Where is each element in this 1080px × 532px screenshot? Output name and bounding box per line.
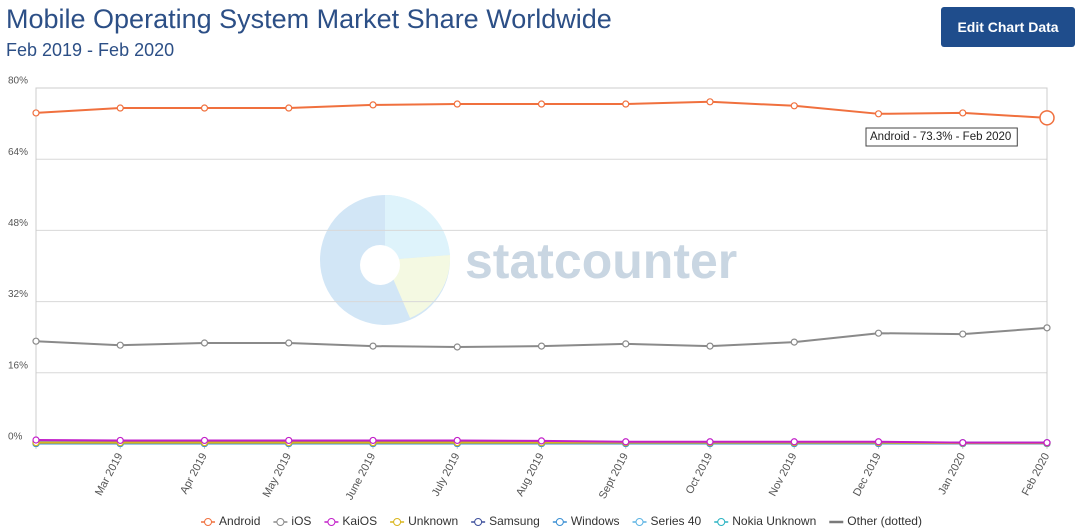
y-tick-label: 32% bbox=[8, 289, 28, 300]
data-point bbox=[790, 102, 798, 110]
watermark: statcounter bbox=[465, 233, 737, 289]
data-point bbox=[285, 436, 293, 445]
legend-label: Other (dotted) bbox=[847, 514, 922, 528]
legend-label: KaiOS bbox=[342, 514, 377, 528]
legend-item: Android bbox=[201, 514, 260, 528]
data-point bbox=[706, 438, 714, 446]
data-point bbox=[537, 437, 546, 445]
data-point bbox=[116, 341, 124, 349]
data-point bbox=[790, 338, 798, 346]
data-point bbox=[200, 436, 209, 445]
legend-item: Unknown bbox=[390, 514, 458, 528]
data-point bbox=[874, 438, 883, 446]
legend-item: Nokia Unknown bbox=[714, 514, 816, 528]
x-tick-label: Nov 2019 bbox=[767, 451, 800, 498]
data-point bbox=[116, 104, 124, 112]
data-point bbox=[959, 109, 967, 117]
data-point bbox=[453, 343, 461, 351]
data-point bbox=[453, 436, 461, 445]
data-point bbox=[1043, 439, 1051, 447]
data-point bbox=[959, 439, 967, 447]
data-point bbox=[1043, 324, 1051, 332]
data-point bbox=[200, 104, 209, 112]
data-point bbox=[537, 100, 546, 108]
x-tick-label: Jan 2020 bbox=[936, 451, 968, 497]
legend-item: Windows bbox=[552, 514, 620, 528]
data-point bbox=[369, 101, 377, 109]
logo-slice bbox=[385, 194, 450, 260]
y-tick-label: 64% bbox=[8, 147, 28, 158]
data-point bbox=[706, 98, 714, 106]
data-point bbox=[369, 342, 377, 350]
logo-circle bbox=[320, 195, 450, 325]
data-point bbox=[32, 109, 40, 117]
watermark-logo bbox=[320, 194, 451, 325]
x-tick-label: Sept 2019 bbox=[597, 451, 631, 501]
edit-chart-button[interactable]: Edit Chart Data bbox=[941, 7, 1075, 47]
legend-label: Windows bbox=[571, 514, 620, 528]
logo-slice bbox=[385, 255, 451, 318]
legend-swatch bbox=[276, 518, 285, 526]
y-tick-label: 0% bbox=[8, 432, 23, 443]
data-point bbox=[622, 100, 630, 108]
legend-item: Other (dotted) bbox=[829, 514, 922, 528]
legend-label: Series 40 bbox=[651, 514, 702, 528]
x-tick-label: May 2019 bbox=[261, 451, 294, 499]
data-point bbox=[200, 339, 209, 347]
legend-label: Samsung bbox=[489, 514, 540, 528]
data-point bbox=[874, 110, 883, 118]
page-title: Mobile Operating System Market Share Wor… bbox=[6, 4, 612, 34]
x-tick-label: June 2019 bbox=[343, 451, 378, 502]
data-point bbox=[537, 342, 546, 350]
legend-swatch bbox=[204, 518, 213, 526]
x-tick-label: July 2019 bbox=[430, 451, 463, 498]
legend-label: iOS bbox=[291, 514, 311, 528]
data-point bbox=[32, 436, 40, 444]
x-tick-label: Aug 2019 bbox=[514, 451, 547, 498]
data-point bbox=[874, 329, 883, 337]
data-point bbox=[285, 339, 293, 347]
data-point bbox=[959, 330, 967, 338]
x-tick-label: Mar 2019 bbox=[93, 451, 125, 498]
tooltip: Android - 73.3% - Feb 2020 bbox=[865, 127, 1018, 147]
data-point bbox=[622, 340, 630, 348]
x-tick-label: Oct 2019 bbox=[684, 451, 716, 496]
legend-label: Nokia Unknown bbox=[732, 514, 816, 528]
legend-item: iOS bbox=[273, 514, 311, 528]
legend: Android iOS KaiOS Unknown Samsung Windows Seri… bbox=[201, 514, 922, 528]
y-tick-label: 16% bbox=[8, 360, 28, 371]
tooltip-text: Android - 73.3% - Feb 2020 bbox=[870, 131, 1011, 143]
legend-swatch bbox=[474, 518, 483, 526]
data-point bbox=[453, 100, 461, 108]
data-point bbox=[285, 104, 293, 112]
data-point bbox=[622, 438, 630, 446]
y-tick-label: 48% bbox=[8, 218, 28, 229]
legend-item: Series 40 bbox=[632, 514, 702, 528]
legend-swatch bbox=[555, 518, 564, 526]
page-subtitle: Feb 2019 - Feb 2020 bbox=[6, 40, 175, 60]
x-tick-label: Apr 2019 bbox=[178, 451, 210, 496]
legend-swatch bbox=[393, 518, 402, 526]
data-point bbox=[706, 342, 714, 350]
x-tick-label: Dec 2019 bbox=[851, 451, 884, 498]
data-point bbox=[32, 337, 40, 345]
legend-swatch bbox=[327, 518, 336, 526]
logo-hole bbox=[360, 245, 400, 285]
data-point bbox=[116, 436, 124, 445]
legend-item: KaiOS bbox=[324, 514, 377, 528]
legend-label: Android bbox=[219, 514, 260, 528]
tooltip-box bbox=[865, 127, 1018, 147]
legend-swatch bbox=[717, 518, 726, 526]
legend-item: Samsung bbox=[471, 514, 540, 528]
x-tick-label: Feb 2020 bbox=[1020, 451, 1052, 498]
legend-label: Unknown bbox=[408, 514, 458, 528]
y-tick-label: 80% bbox=[8, 76, 28, 87]
highlight-point bbox=[1039, 110, 1055, 126]
legend-swatch bbox=[635, 518, 644, 526]
data-point bbox=[790, 438, 798, 446]
data-point bbox=[369, 436, 377, 445]
